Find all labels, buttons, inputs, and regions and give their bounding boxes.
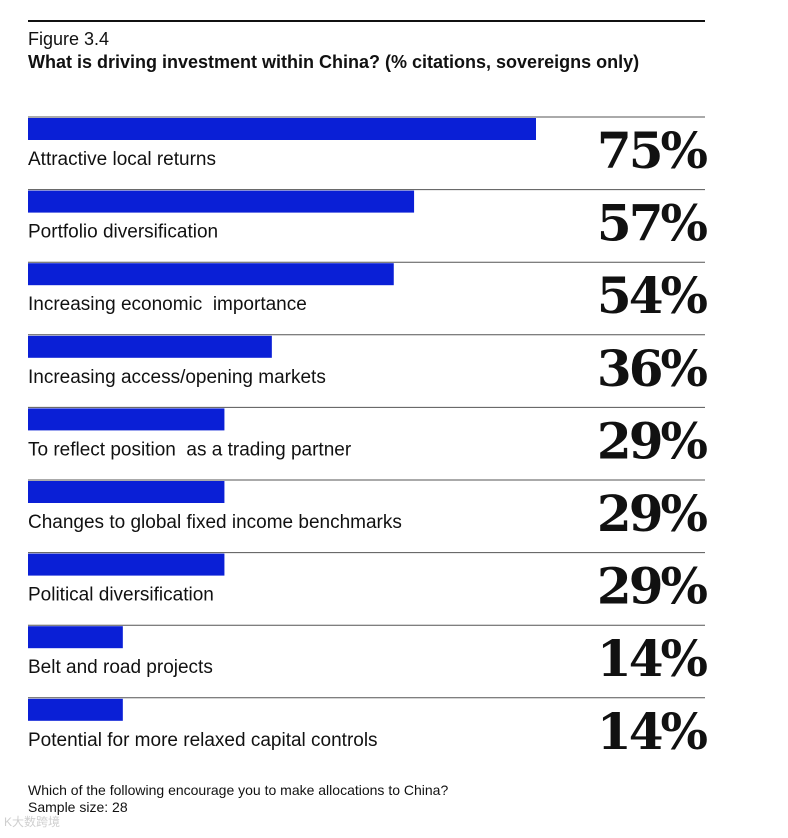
- bar: [28, 481, 225, 503]
- bar: [28, 263, 394, 286]
- category-label: Attractive local returns: [28, 149, 216, 170]
- category-label: Increasing access/opening markets: [28, 367, 326, 388]
- value-label: 29%: [597, 411, 708, 470]
- bar: [28, 698, 123, 721]
- bar: [28, 190, 415, 213]
- value-label: 54%: [597, 266, 708, 325]
- value-label: 29%: [597, 484, 708, 543]
- chart-title: What is driving investment within China?…: [28, 52, 640, 72]
- footnote-question: Which of the following encourage you to …: [28, 782, 449, 798]
- category-label: To reflect position as a trading partner: [28, 439, 352, 460]
- value-label: 14%: [597, 629, 708, 688]
- category-label: Political diversification: [28, 585, 214, 606]
- category-label: Potential for more relaxed capital contr…: [28, 730, 378, 751]
- bar: [28, 335, 272, 358]
- category-label: Portfolio diversification: [28, 222, 218, 243]
- value-label: 14%: [597, 702, 708, 761]
- bar: [28, 553, 225, 576]
- bar: [28, 408, 225, 431]
- footnote-sample-size: Sample size: 28: [28, 799, 128, 815]
- value-label: 57%: [597, 194, 708, 253]
- category-label: Changes to global fixed income benchmark…: [28, 512, 402, 533]
- watermark-logo: K大数跨境: [4, 815, 61, 829]
- value-label: 36%: [597, 339, 708, 398]
- bar: [28, 626, 123, 649]
- figure-label: Figure 3.4: [28, 29, 110, 49]
- category-label: Belt and road projects: [28, 657, 213, 678]
- value-label: 29%: [597, 557, 708, 616]
- top-rule: [28, 20, 705, 22]
- category-label: Increasing economic importance: [28, 294, 307, 315]
- value-label: 75%: [597, 121, 708, 180]
- bar: [28, 118, 536, 140]
